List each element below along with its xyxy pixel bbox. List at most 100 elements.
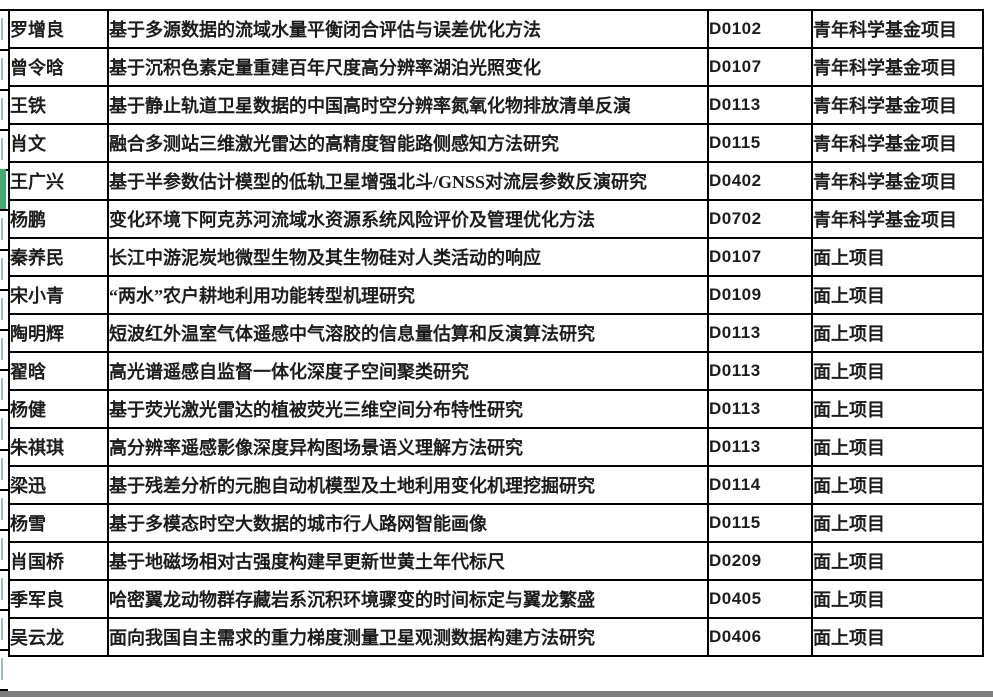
table-row: 王铁 基于静止轨道卫星数据的中国高时空分辨率氮氧化物排放清单反演 D0113 青…	[8, 85, 984, 125]
row-selection-marker	[0, 169, 6, 209]
gutter-tick	[1, 658, 3, 680]
cell-discipline-code: D0107	[707, 47, 813, 87]
gutter-tick	[1, 218, 3, 240]
table-row: 翟晗 高光谱遥感自监督一体化深度子空间聚类研究 D0113 面上项目	[8, 351, 984, 391]
row-border-stub	[0, 9, 8, 11]
cell-discipline-code: D0115	[707, 503, 813, 543]
cell-program-type: 面上项目	[811, 351, 984, 391]
cell-program-type: 面上项目	[811, 237, 984, 277]
cell-program-type: 面上项目	[811, 389, 984, 429]
cell-discipline-code: D0115	[707, 123, 813, 163]
cell-project-title: 基于沉积色素定量重建百年尺度高分辨率湖泊光照变化	[107, 47, 709, 87]
cell-project-title: 面向我国自主需求的重力梯度测量卫星观测数据构建方法研究	[107, 617, 709, 657]
cell-investigator-name: 吴云龙	[8, 617, 109, 657]
cell-investigator-name: 秦养民	[8, 237, 109, 277]
left-gutter	[0, 9, 8, 693]
cell-investigator-name: 王广兴	[8, 161, 109, 201]
cell-project-title: 哈密翼龙动物群存藏岩系沉积环境骤变的时间标定与翼龙繁盛	[107, 579, 709, 619]
cell-program-type: 面上项目	[811, 579, 984, 619]
cell-program-type: 面上项目	[811, 541, 984, 581]
cell-project-title: 短波红外温室气体遥感中气溶胶的信息量估算和反演算法研究	[107, 313, 709, 353]
cell-discipline-code: D0209	[707, 541, 813, 581]
cell-discipline-code: D0113	[707, 313, 813, 353]
cell-program-type: 面上项目	[811, 275, 984, 315]
cell-project-title: 变化环境下阿克苏河流域水资源系统风险评价及管理优化方法	[107, 199, 709, 239]
gutter-tick	[1, 98, 3, 120]
row-border-stub	[0, 249, 8, 251]
table-row: 杨雪 基于多模态时空大数据的城市行人路网智能画像 D0115 面上项目	[8, 503, 984, 543]
row-border-stub	[0, 89, 8, 91]
row-border-stub	[0, 209, 8, 211]
table-row: 季军良 哈密翼龙动物群存藏岩系沉积环境骤变的时间标定与翼龙繁盛 D0405 面上…	[8, 579, 984, 619]
cell-investigator-name: 肖文	[8, 123, 109, 163]
cell-discipline-code: D0109	[707, 275, 813, 315]
row-border-stub	[0, 289, 8, 291]
cell-project-title: 基于多源数据的流域水量平衡闭合评估与误差优化方法	[107, 9, 709, 49]
cell-discipline-code: D0113	[707, 85, 813, 125]
cell-discipline-code: D0114	[707, 465, 813, 505]
cell-investigator-name: 王铁	[8, 85, 109, 125]
cell-project-title: 高光谱遥感自监督一体化深度子空间聚类研究	[107, 351, 709, 391]
cell-program-type: 青年科学基金项目	[811, 47, 984, 87]
cell-program-type: 面上项目	[811, 313, 984, 353]
row-border-stub	[0, 329, 8, 331]
row-border-stub	[0, 689, 8, 691]
bottom-edge-bar	[0, 691, 993, 697]
gutter-tick	[1, 418, 3, 440]
table-row: 杨鹏 变化环境下阿克苏河流域水资源系统风险评价及管理优化方法 D0702 青年科…	[8, 199, 984, 239]
cell-program-type: 青年科学基金项目	[811, 199, 984, 239]
gutter-tick	[1, 618, 3, 640]
cell-project-title: 长江中游泥炭地微型生物及其生物硅对人类活动的响应	[107, 237, 709, 277]
cell-program-type: 面上项目	[811, 427, 984, 467]
cell-project-title: 融合多测站三维激光雷达的高精度智能路侧感知方法研究	[107, 123, 709, 163]
cell-discipline-code: D0402	[707, 161, 813, 201]
gutter-tick	[1, 578, 3, 600]
row-border-stub	[0, 489, 8, 491]
cell-investigator-name: 肖国桥	[8, 541, 109, 581]
cell-project-title: 基于静止轨道卫星数据的中国高时空分辨率氮氧化物排放清单反演	[107, 85, 709, 125]
cell-project-title: 高分辨率遥感影像深度异构图场景语义理解方法研究	[107, 427, 709, 467]
cell-discipline-code: D0113	[707, 351, 813, 391]
cell-investigator-name: 罗增良	[8, 9, 109, 49]
grant-table: 罗增良 基于多源数据的流域水量平衡闭合评估与误差优化方法 D0102 青年科学基…	[8, 9, 984, 657]
cell-project-title: 基于荧光激光雷达的植被荧光三维空间分布特性研究	[107, 389, 709, 429]
cell-program-type: 青年科学基金项目	[811, 85, 984, 125]
cell-program-type: 面上项目	[811, 465, 984, 505]
row-border-stub	[0, 49, 8, 51]
cell-discipline-code: D0107	[707, 237, 813, 277]
gutter-tick	[1, 538, 3, 560]
table-row: 朱祺琪 高分辨率遥感影像深度异构图场景语义理解方法研究 D0113 面上项目	[8, 427, 984, 467]
gutter-tick	[1, 18, 3, 40]
table-row: 陶明辉 短波红外温室气体遥感中气溶胶的信息量估算和反演算法研究 D0113 面上…	[8, 313, 984, 353]
cell-program-type: 青年科学基金项目	[811, 161, 984, 201]
row-border-stub	[0, 409, 8, 411]
table-row: 吴云龙 面向我国自主需求的重力梯度测量卫星观测数据构建方法研究 D0406 面上…	[8, 617, 984, 657]
table-body: 罗增良 基于多源数据的流域水量平衡闭合评估与误差优化方法 D0102 青年科学基…	[8, 9, 984, 657]
cell-program-type: 面上项目	[811, 617, 984, 657]
table-row: 秦养民 长江中游泥炭地微型生物及其生物硅对人类活动的响应 D0107 面上项目	[8, 237, 984, 277]
gutter-tick	[1, 458, 3, 480]
cell-project-title: 基于多模态时空大数据的城市行人路网智能画像	[107, 503, 709, 543]
cell-investigator-name: 翟晗	[8, 351, 109, 391]
row-border-stub	[0, 129, 8, 131]
gutter-tick	[1, 258, 3, 280]
cell-discipline-code: D0405	[707, 579, 813, 619]
cell-investigator-name: 梁迅	[8, 465, 109, 505]
gutter-tick	[1, 338, 3, 360]
cell-project-title: 基于半参数估计模型的低轨卫星增强北斗/GNSS对流层参数反演研究	[107, 161, 709, 201]
cell-investigator-name: 曾令晗	[8, 47, 109, 87]
cell-project-title: “两水”农户耕地利用功能转型机理研究	[107, 275, 709, 315]
row-border-stub	[0, 569, 8, 571]
table-row: 宋小青 “两水”农户耕地利用功能转型机理研究 D0109 面上项目	[8, 275, 984, 315]
cell-discipline-code: D0702	[707, 199, 813, 239]
cell-investigator-name: 朱祺琪	[8, 427, 109, 467]
row-border-stub	[0, 649, 8, 651]
table-row: 罗增良 基于多源数据的流域水量平衡闭合评估与误差优化方法 D0102 青年科学基…	[8, 9, 984, 49]
gutter-tick	[1, 58, 3, 80]
cell-investigator-name: 杨健	[8, 389, 109, 429]
cell-investigator-name: 宋小青	[8, 275, 109, 315]
row-border-stub	[0, 529, 8, 531]
table-row: 肖国桥 基于地磁场相对古强度构建早更新世黄土年代标尺 D0209 面上项目	[8, 541, 984, 581]
cell-project-title: 基于地磁场相对古强度构建早更新世黄土年代标尺	[107, 541, 709, 581]
table-row: 肖文 融合多测站三维激光雷达的高精度智能路侧感知方法研究 D0115 青年科学基…	[8, 123, 984, 163]
